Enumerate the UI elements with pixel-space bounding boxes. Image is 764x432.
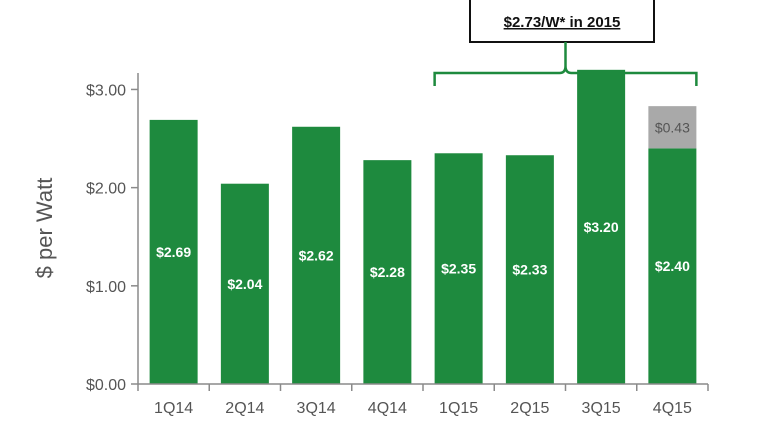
x-tick-label: 4Q14: [368, 400, 407, 417]
bar: [149, 119, 198, 385]
x-tick-label: 4Q15: [653, 400, 692, 417]
x-tick-label: 2Q15: [510, 400, 549, 417]
bar-value-label: $3.20: [584, 219, 619, 235]
x-tick-label: 3Q14: [297, 400, 336, 417]
x-tick-label: 3Q15: [582, 400, 621, 417]
bar-value-label: $2.04: [227, 276, 262, 292]
bar-value-label: $2.40: [655, 258, 690, 274]
y-tick-label: $0.00: [86, 377, 126, 394]
stacked-bar-segment: [648, 106, 697, 149]
x-tick-label: 1Q15: [439, 400, 478, 417]
y-tick-label: $2.00: [86, 181, 126, 198]
bar-value-label: $2.62: [299, 247, 334, 263]
bracket: [433, 42, 698, 86]
x-axis: 1Q14 2Q14 3Q14 4Q14 1Q15 2Q15 3Q15 4Q15: [137, 383, 709, 417]
bar: [363, 160, 412, 384]
y-axis: $0.00 $1.00 $2.00 $3.00: [86, 73, 139, 394]
bar: [648, 148, 697, 384]
bar: [220, 183, 269, 384]
y-tick-label: $1.00: [86, 279, 126, 296]
bar-value-label: $2.28: [370, 264, 405, 280]
bar-value-label: $2.33: [512, 262, 547, 278]
y-tick-label: $3.00: [86, 82, 126, 99]
bar: [292, 126, 341, 384]
bars: $2.69 $2.04 $2.62 $2.28 $2.35 $2.33 $3.20 $2.40…: [149, 69, 697, 385]
bar-value-label: $2.69: [156, 244, 191, 260]
y-axis-label: $ per Watt: [32, 178, 57, 279]
x-tick-label: 1Q14: [154, 400, 193, 417]
bar: [577, 69, 626, 385]
stacked-value-label: $0.43: [655, 119, 690, 135]
annotation-group: $2.73/W* in 2015: [433, 0, 698, 86]
bar: [505, 155, 554, 384]
callout-box: [469, 0, 655, 43]
bar: [434, 153, 483, 384]
x-tick-label: 2Q14: [225, 400, 264, 417]
bar-value-label: $2.35: [441, 261, 476, 277]
callout-text: $2.73/W* in 2015: [504, 14, 621, 31]
